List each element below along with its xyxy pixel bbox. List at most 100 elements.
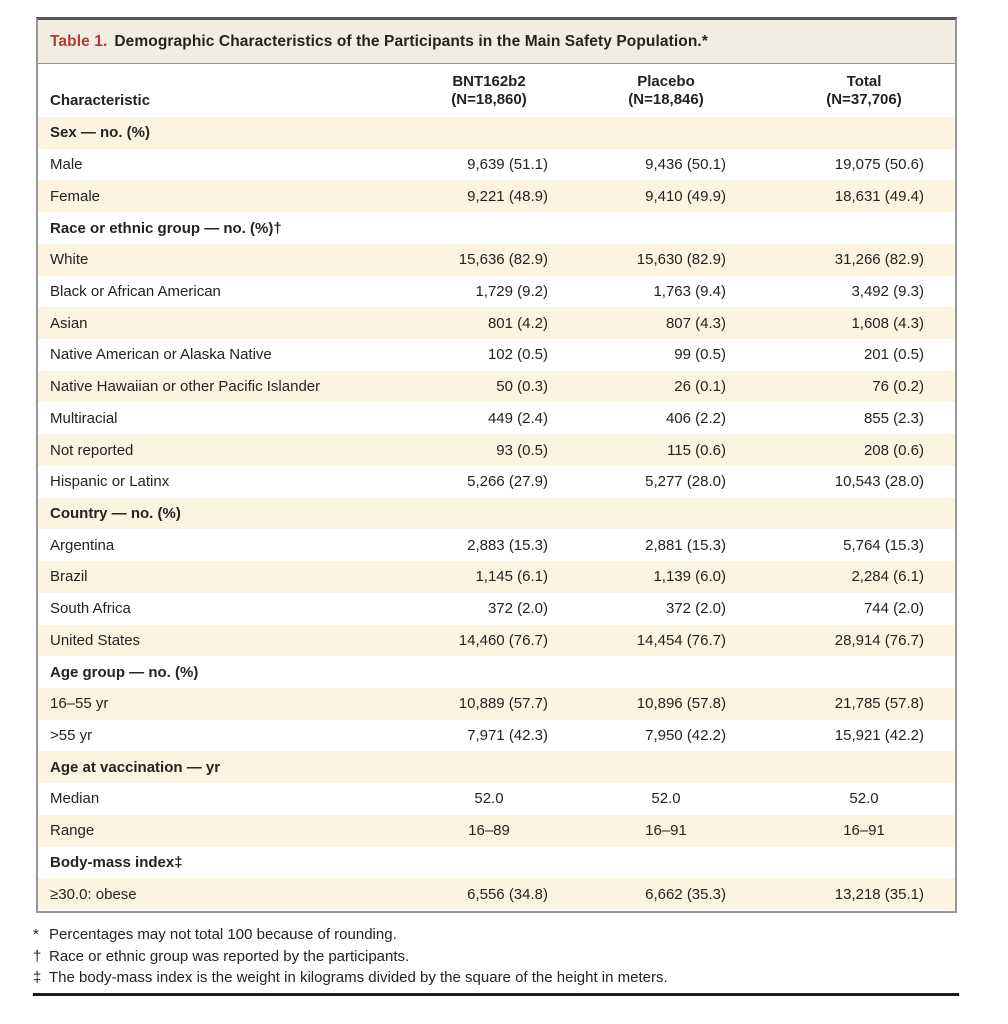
footnote: ‡ The body-mass index is the weight in ki… [33,967,668,989]
footnote-marker: ‡ [33,969,42,986]
column-header-total: Total (N=37,706) [800,73,928,109]
table-row: United States 14,460 (76.7) 14,454 (76.7) 2… [38,624,955,657]
table-row: Brazil 1,145 (6.1) 1,139 (6.0) 2,284 (6.1) [38,561,955,593]
row-label: Black or African American [50,282,221,300]
table-body: Sex — no. (%) Male 9,639 (51.1) 9,436 (50.1… [38,117,955,910]
row-label: 16–55 yr [50,695,109,713]
cell-value: 52.0 [474,790,504,808]
table-header-row: Characteristic BNT162b2 (N=18,860) Place… [38,64,955,117]
row-label: Not reported [50,441,134,459]
cell-value: 6,662 (35.3) [645,885,726,903]
row-label: Argentina [50,536,115,554]
cell-value: 1,763 (9.4) [653,282,726,300]
cell-value: 13,218 (35.1) [834,885,924,903]
cell-value: 52.0 [651,790,681,808]
cell-value: 449 (2.4) [487,409,548,427]
row-label: Range [50,822,95,840]
table-row: Not reported 93 (0.5) 115 (0.6) 208 (0.6) [38,434,955,466]
cell-value: 2,883 (15.3) [467,536,548,554]
row-label: Brazil [50,568,88,586]
table-row: Argentina 2,883 (15.3) 2,881 (15.3) 5,764 (… [38,529,955,561]
row-label: Age at vaccination — yr [50,758,221,776]
cell-value: 7,950 (42.2) [645,727,726,745]
cell-value: 102 (0.5) [487,346,548,364]
cell-value: 9,221 (48.9) [467,187,548,205]
cell-value: 855 (2.3) [863,409,924,427]
row-label: ≥30.0: obese [50,885,137,903]
row-label: >55 yr [50,727,93,745]
cell-value: 807 (4.3) [665,314,726,332]
cell-value: 6,556 (34.8) [467,885,548,903]
row-label: Age group — no. (%) [50,663,199,681]
cell-value: 26 (0.1) [674,378,726,396]
cell-value: 14,460 (76.7) [458,631,548,649]
cell-value: 18,631 (49.4) [834,187,924,205]
table-title: Demographic Characteristics of the Parti… [114,32,708,50]
cell-value: 201 (0.5) [863,346,924,364]
footnote-text: Percentages may not total 100 because of… [49,926,397,943]
footnote: * Percentages may not total 100 because o… [33,924,668,946]
cell-value: 19,075 (50.6) [834,156,924,174]
group-name: BNT162b2 [452,73,526,90]
row-label: White [50,251,89,269]
cell-value: 15,921 (42.2) [834,727,924,745]
cell-value: 9,639 (51.1) [467,156,548,174]
table-row: Range 16–89 16–91 16–91 [38,814,955,847]
cell-value: 2,284 (6.1) [851,568,924,586]
cell-value: 5,277 (28.0) [645,473,726,491]
row-label: Body-mass index‡ [50,853,183,871]
table-row: Female 9,221 (48.9) 9,410 (49.9) 18,631 (49… [38,180,955,213]
section-row: Country — no. (%) [38,497,955,530]
cell-value: 1,729 (9.2) [475,282,548,300]
cell-value: 3,492 (9.3) [851,282,924,300]
cell-value: 21,785 (57.8) [834,695,924,713]
section-row: Body-mass index‡ [38,847,955,879]
table-row: >55 yr 7,971 (42.3) 7,950 (42.2) 15,921 (42… [38,720,955,752]
footnote-text: Race or ethnic group was reported by the… [49,947,410,965]
table-title-band: Table 1. Demographic Characteristics of … [38,20,955,64]
column-header-placebo: Placebo (N=18,846) [602,73,730,109]
cell-value: 50 (0.3) [496,378,548,396]
table-row: White 15,636 (82.9) 15,630 (82.9) 31,266 (8… [38,243,955,276]
table-row: Hispanic or Latinx 5,266 (27.9) 5,277 (28.… [38,466,955,498]
table-row: Male 9,639 (51.1) 9,436 (50.1) 19,075 (50.6… [38,149,955,181]
row-label: Male [50,156,83,174]
cell-value: 5,266 (27.9) [467,473,548,491]
table-row: Asian 801 (4.2) 807 (4.3) 1,608 (4.3) [38,307,955,340]
group-n: (N=18,860) [451,91,527,108]
cell-value: 2,881 (15.3) [645,536,726,554]
cell-value: 10,889 (57.7) [458,695,548,713]
cell-value: 1,145 (6.1) [475,568,548,586]
section-row: Race or ethnic group — no. (%)† [38,212,955,244]
cell-value: 16–89 [468,822,510,840]
table-row: South Africa 372 (2.0) 372 (2.0) 744 (2.0) [38,593,955,625]
cell-value: 9,436 (50.1) [645,156,726,174]
cell-value: 16–91 [645,822,687,840]
row-label: Country — no. (%) [50,504,181,522]
row-label: Asian [50,314,88,332]
section-row: Age at vaccination — yr [38,751,955,784]
cell-value: 15,630 (82.9) [636,251,726,269]
group-name: Placebo [637,73,695,90]
cell-value: 10,896 (57.8) [636,695,726,713]
row-label: Hispanic or Latinx [50,473,170,491]
cell-value: 31,266 (82.9) [834,251,924,269]
cell-value: 5,764 (15.3) [843,536,924,554]
demographics-table-card: Table 1. Demographic Characteristics of … [36,17,957,913]
row-label: United States [50,631,141,649]
table-row: Black or African American 1,729 (9.2) 1,76… [38,276,955,308]
table-footnotes: * Percentages may not total 100 because o… [33,924,668,989]
cell-value: 372 (2.0) [665,600,726,618]
footnote-marker: † [33,947,42,965]
cell-value: 93 (0.5) [496,441,548,459]
table-row: Native Hawaiian or other Pacific Islande… [38,370,955,403]
cell-value: 406 (2.2) [665,409,726,427]
group-n: (N=18,846) [628,91,704,108]
table-row: 16–55 yr 10,889 (57.7) 10,896 (57.8) 21,785… [38,687,955,720]
column-header-bnt162b2: BNT162b2 (N=18,860) [426,73,552,109]
cell-value: 15,636 (82.9) [458,251,548,269]
cell-value: 28,914 (76.7) [834,631,924,649]
footnote-marker: * [33,926,39,943]
section-row: Sex — no. (%) [38,117,955,149]
table-row: Multiracial 449 (2.4) 406 (2.2) 855 (2.3) [38,402,955,434]
